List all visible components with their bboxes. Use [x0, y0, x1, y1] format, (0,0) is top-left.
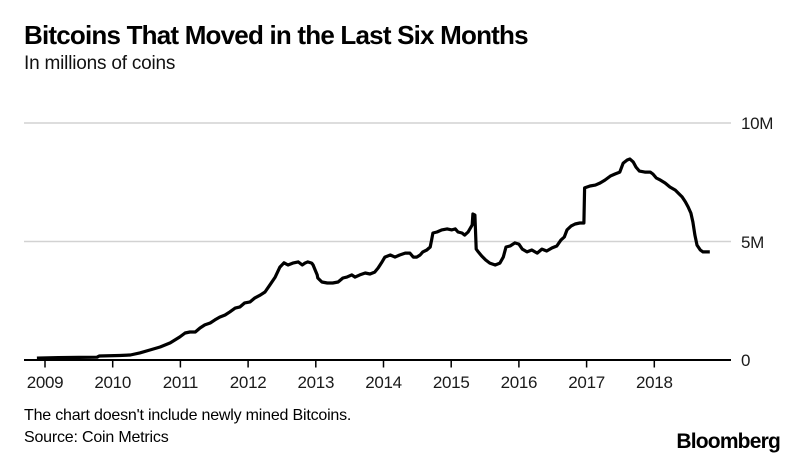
x-axis-label-2009: 2009 — [26, 373, 64, 392]
x-axis-label-2018: 2018 — [635, 373, 673, 392]
footnote-text: The chart doesn't include newly mined Bi… — [24, 407, 352, 424]
y-axis-label-10m: 10M — [741, 114, 774, 133]
x-axis-label-2013: 2013 — [297, 373, 335, 392]
x-axis-label-2015: 2015 — [432, 373, 470, 392]
chart-title: Bitcoins That Moved in the Last Six Mont… — [24, 20, 529, 50]
y-axis-label-0: 0 — [741, 351, 751, 370]
x-axis-label-2012: 2012 — [229, 373, 267, 392]
x-axis-label-2016: 2016 — [500, 373, 538, 392]
bloomberg-logo: Bloomberg — [676, 430, 780, 453]
x-axis-label-2010: 2010 — [94, 373, 131, 392]
x-axis-label-2014: 2014 — [365, 373, 402, 392]
x-axis-label-2011: 2011 — [162, 373, 199, 392]
y-axis-label-5m: 5M — [741, 232, 765, 252]
chart-subtitle: In millions of coins — [24, 53, 176, 74]
source-text: Source: Coin Metrics — [24, 429, 169, 446]
data-line — [36, 157, 710, 360]
x-axis-label-2017: 2017 — [568, 373, 605, 392]
